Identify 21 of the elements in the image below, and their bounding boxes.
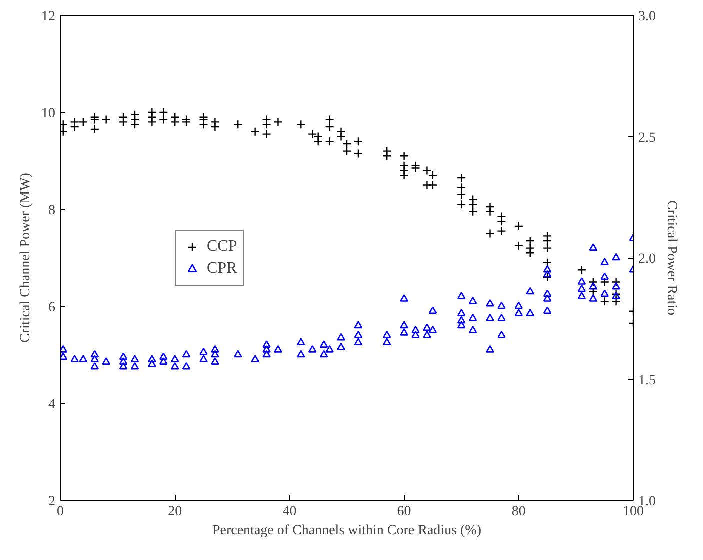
y-tick-label: 2 (48, 494, 56, 510)
x-tick-label: 40 (282, 504, 297, 520)
y2-tick-label: 1.5 (638, 373, 656, 388)
x-tick-label: 20 (168, 504, 182, 520)
x-tick-label: 0 (57, 504, 64, 520)
y-tick-label: 10 (42, 106, 56, 122)
x-tick-label: 80 (512, 504, 526, 520)
y-axis-title: Critical Channel Power (MW) (18, 172, 34, 343)
y2-tick-label: 2.0 (638, 252, 656, 267)
y-tick-label: 6 (48, 300, 56, 316)
x-axis-title: Percentage of Channels within Core Radius (%) (212, 524, 482, 538)
x-tick-label: 100 (623, 504, 644, 520)
legend-label: CCP (207, 238, 238, 256)
x-tick-label: 60 (397, 504, 412, 520)
y-tick-label: 8 (48, 204, 56, 218)
legend-label: CPR (207, 260, 238, 278)
y2-axis-title: Critical Power Ratio (664, 200, 679, 316)
y-tick-label: 4 (48, 398, 56, 412)
y-tick-label: 12 (42, 10, 56, 24)
y2-tick-label: 3.0 (638, 10, 656, 24)
y2-tick-label: 2.5 (638, 130, 656, 146)
